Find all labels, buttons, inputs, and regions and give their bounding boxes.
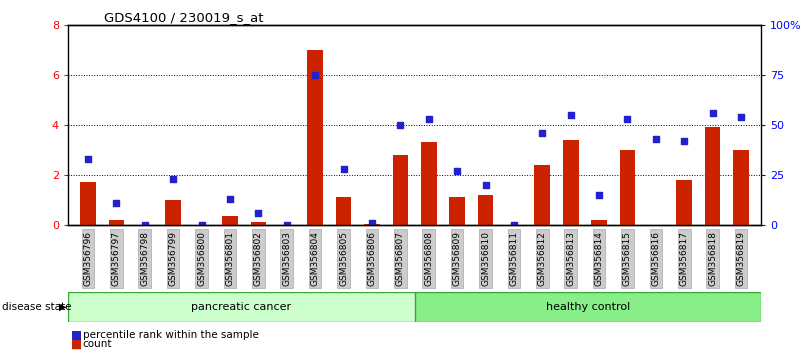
Bar xyxy=(449,197,465,225)
Point xyxy=(536,130,549,136)
Text: percentile rank within the sample: percentile rank within the sample xyxy=(83,330,259,340)
Point xyxy=(735,114,747,120)
Point xyxy=(451,168,464,173)
Text: disease state: disease state xyxy=(2,302,72,312)
Bar xyxy=(677,180,692,225)
Text: ▶: ▶ xyxy=(59,302,66,312)
Text: GSM356815: GSM356815 xyxy=(623,231,632,286)
Text: GSM356812: GSM356812 xyxy=(537,231,547,286)
Text: GSM356813: GSM356813 xyxy=(566,231,575,286)
Bar xyxy=(733,150,749,225)
Point xyxy=(82,156,95,162)
Point xyxy=(280,222,293,228)
Point xyxy=(252,210,265,216)
Text: GSM356804: GSM356804 xyxy=(311,231,320,286)
Text: GSM356811: GSM356811 xyxy=(509,231,518,286)
Bar xyxy=(251,222,266,225)
Bar xyxy=(563,140,578,225)
Text: GSM356807: GSM356807 xyxy=(396,231,405,286)
Point xyxy=(308,72,321,78)
Bar xyxy=(620,150,635,225)
Text: GDS4100 / 230019_s_at: GDS4100 / 230019_s_at xyxy=(104,11,264,24)
Text: count: count xyxy=(83,339,112,349)
Point xyxy=(223,196,236,202)
Point xyxy=(508,222,521,228)
Text: GSM356817: GSM356817 xyxy=(680,231,689,286)
Point xyxy=(422,116,435,122)
Point xyxy=(621,116,634,122)
Bar xyxy=(392,155,409,225)
Text: GSM356798: GSM356798 xyxy=(140,231,149,286)
Bar xyxy=(534,165,550,225)
Bar xyxy=(415,292,761,322)
Bar xyxy=(165,200,181,225)
Bar xyxy=(109,220,124,225)
Point xyxy=(479,182,492,188)
Bar xyxy=(222,216,238,225)
Text: GSM356797: GSM356797 xyxy=(112,231,121,286)
Text: GSM356803: GSM356803 xyxy=(282,231,292,286)
Point xyxy=(195,222,208,228)
Point xyxy=(394,122,407,128)
Bar xyxy=(477,195,493,225)
Text: GSM356810: GSM356810 xyxy=(481,231,490,286)
Text: ■: ■ xyxy=(70,338,82,350)
Text: GSM356809: GSM356809 xyxy=(453,231,461,286)
Text: GSM356819: GSM356819 xyxy=(737,231,746,286)
Bar xyxy=(308,50,323,225)
Point xyxy=(365,220,378,225)
Text: GSM356805: GSM356805 xyxy=(339,231,348,286)
Point xyxy=(564,112,577,118)
Point xyxy=(593,192,606,198)
Text: GSM356799: GSM356799 xyxy=(169,231,178,286)
Text: GSM356816: GSM356816 xyxy=(651,231,660,286)
Text: GSM356796: GSM356796 xyxy=(83,231,92,286)
Point xyxy=(139,222,151,228)
Point xyxy=(706,110,719,116)
Text: GSM356814: GSM356814 xyxy=(594,231,604,286)
Point xyxy=(650,136,662,142)
Point xyxy=(110,200,123,206)
Bar xyxy=(705,127,720,225)
Text: GSM356806: GSM356806 xyxy=(368,231,376,286)
Text: GSM356800: GSM356800 xyxy=(197,231,206,286)
Point xyxy=(337,166,350,172)
Bar xyxy=(80,182,96,225)
Text: GSM356802: GSM356802 xyxy=(254,231,263,286)
Bar xyxy=(591,220,607,225)
Text: GSM356818: GSM356818 xyxy=(708,231,717,286)
Text: healthy control: healthy control xyxy=(545,302,630,312)
Bar xyxy=(336,197,352,225)
Text: GSM356808: GSM356808 xyxy=(425,231,433,286)
Bar xyxy=(364,223,380,225)
Text: GSM356801: GSM356801 xyxy=(225,231,235,286)
Point xyxy=(167,176,179,182)
Text: pancreatic cancer: pancreatic cancer xyxy=(191,302,292,312)
Bar xyxy=(68,292,421,322)
Bar xyxy=(421,142,437,225)
Text: ■: ■ xyxy=(70,329,82,342)
Point xyxy=(678,138,690,144)
